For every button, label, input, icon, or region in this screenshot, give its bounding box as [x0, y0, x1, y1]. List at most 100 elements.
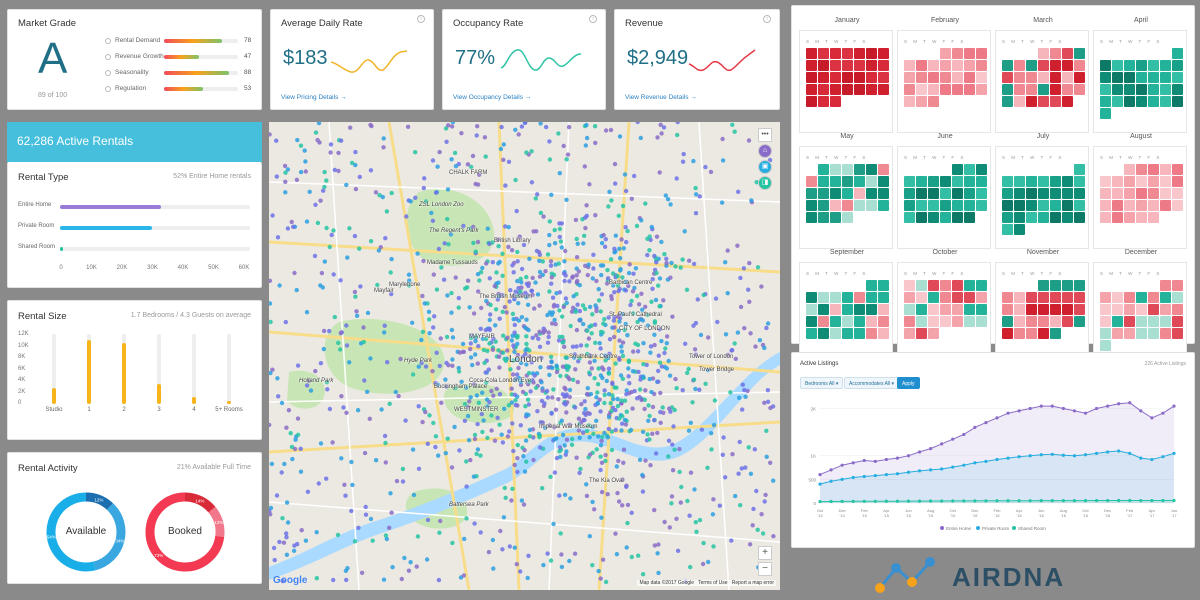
- day-cell[interactable]: [976, 176, 987, 187]
- day-cell[interactable]: [1074, 212, 1085, 223]
- day-cell[interactable]: [1002, 188, 1013, 199]
- day-cell[interactable]: [866, 188, 877, 199]
- day-cell[interactable]: [1074, 72, 1085, 83]
- shared-room-layer-icon[interactable]: ◨: [758, 176, 772, 190]
- day-cell[interactable]: [1002, 292, 1013, 303]
- day-cell[interactable]: [866, 48, 877, 59]
- day-cell[interactable]: [842, 188, 853, 199]
- day-cell[interactable]: [1026, 200, 1037, 211]
- day-cell[interactable]: [1100, 292, 1111, 303]
- day-cell[interactable]: [818, 304, 829, 315]
- day-cell[interactable]: [1062, 84, 1073, 95]
- day-cell[interactable]: [1148, 188, 1159, 199]
- day-cell[interactable]: [928, 84, 939, 95]
- day-cell[interactable]: [866, 60, 877, 71]
- day-cell[interactable]: [952, 212, 963, 223]
- day-cell[interactable]: [1038, 84, 1049, 95]
- day-cell[interactable]: [1050, 280, 1061, 291]
- day-cell[interactable]: [1172, 96, 1183, 107]
- day-cell[interactable]: [806, 200, 817, 211]
- day-cell[interactable]: [1100, 108, 1111, 119]
- day-cell[interactable]: [952, 304, 963, 315]
- day-cell[interactable]: [1050, 48, 1061, 59]
- map-menu-button[interactable]: •••: [758, 128, 772, 142]
- day-cell[interactable]: [904, 176, 915, 187]
- day-cell[interactable]: [964, 304, 975, 315]
- zoom-in-button[interactable]: +: [758, 546, 772, 560]
- day-cell[interactable]: [1160, 84, 1171, 95]
- day-cell[interactable]: [1172, 328, 1183, 339]
- day-cell[interactable]: [854, 60, 865, 71]
- day-cell[interactable]: [1136, 96, 1147, 107]
- day-cell[interactable]: [1038, 60, 1049, 71]
- day-cell[interactable]: [866, 176, 877, 187]
- day-cell[interactable]: [878, 84, 889, 95]
- day-cell[interactable]: [1002, 224, 1013, 235]
- day-cell[interactable]: [1062, 304, 1073, 315]
- day-cell[interactable]: [1160, 72, 1171, 83]
- day-cell[interactable]: [1026, 60, 1037, 71]
- day-cell[interactable]: [1100, 72, 1111, 83]
- revenue-link[interactable]: View Revenue Details →: [625, 94, 697, 101]
- day-cell[interactable]: [854, 72, 865, 83]
- day-cell[interactable]: [1172, 280, 1183, 291]
- day-cell[interactable]: [964, 60, 975, 71]
- day-cell[interactable]: [1124, 164, 1135, 175]
- day-cell[interactable]: [1100, 200, 1111, 211]
- day-cell[interactable]: [1038, 292, 1049, 303]
- day-cell[interactable]: [878, 280, 889, 291]
- day-cell[interactable]: [842, 164, 853, 175]
- day-cell[interactable]: [976, 60, 987, 71]
- day-cell[interactable]: [1148, 292, 1159, 303]
- day-cell[interactable]: [1074, 176, 1085, 187]
- day-cell[interactable]: [866, 280, 877, 291]
- day-cell[interactable]: [866, 200, 877, 211]
- day-cell[interactable]: [878, 304, 889, 315]
- day-cell[interactable]: [842, 60, 853, 71]
- day-cell[interactable]: [928, 292, 939, 303]
- day-cell[interactable]: [964, 280, 975, 291]
- day-cell[interactable]: [964, 84, 975, 95]
- day-cell[interactable]: [1112, 84, 1123, 95]
- day-cell[interactable]: [1026, 188, 1037, 199]
- day-cell[interactable]: [806, 328, 817, 339]
- day-cell[interactable]: [952, 280, 963, 291]
- day-cell[interactable]: [866, 316, 877, 327]
- terms-link[interactable]: Terms of Use: [698, 580, 728, 586]
- day-cell[interactable]: [878, 48, 889, 59]
- day-cell[interactable]: [1100, 176, 1111, 187]
- day-cell[interactable]: [1136, 84, 1147, 95]
- day-cell[interactable]: [1002, 304, 1013, 315]
- day-cell[interactable]: [964, 316, 975, 327]
- day-cell[interactable]: [1074, 188, 1085, 199]
- day-cell[interactable]: [1038, 328, 1049, 339]
- private-room-layer-icon[interactable]: ▣: [758, 160, 772, 174]
- day-cell[interactable]: [1002, 96, 1013, 107]
- day-cell[interactable]: [1160, 328, 1171, 339]
- day-cell[interactable]: [940, 72, 951, 83]
- day-cell[interactable]: [878, 164, 889, 175]
- day-cell[interactable]: [1148, 304, 1159, 315]
- day-cell[interactable]: [1112, 304, 1123, 315]
- day-cell[interactable]: [806, 96, 817, 107]
- day-cell[interactable]: [818, 84, 829, 95]
- day-cell[interactable]: [830, 60, 841, 71]
- day-cell[interactable]: [1100, 340, 1111, 351]
- day-cell[interactable]: [1050, 328, 1061, 339]
- day-cell[interactable]: [806, 292, 817, 303]
- day-cell[interactable]: [818, 96, 829, 107]
- day-cell[interactable]: [952, 188, 963, 199]
- day-cell[interactable]: [1002, 60, 1013, 71]
- day-cell[interactable]: [1172, 316, 1183, 327]
- day-cell[interactable]: [1112, 176, 1123, 187]
- day-cell[interactable]: [854, 200, 865, 211]
- day-cell[interactable]: [1112, 316, 1123, 327]
- day-cell[interactable]: [940, 48, 951, 59]
- day-cell[interactable]: [916, 316, 927, 327]
- day-cell[interactable]: [1062, 188, 1073, 199]
- day-cell[interactable]: [904, 328, 915, 339]
- day-cell[interactable]: [854, 164, 865, 175]
- day-cell[interactable]: [842, 212, 853, 223]
- day-cell[interactable]: [904, 188, 915, 199]
- day-cell[interactable]: [1062, 96, 1073, 107]
